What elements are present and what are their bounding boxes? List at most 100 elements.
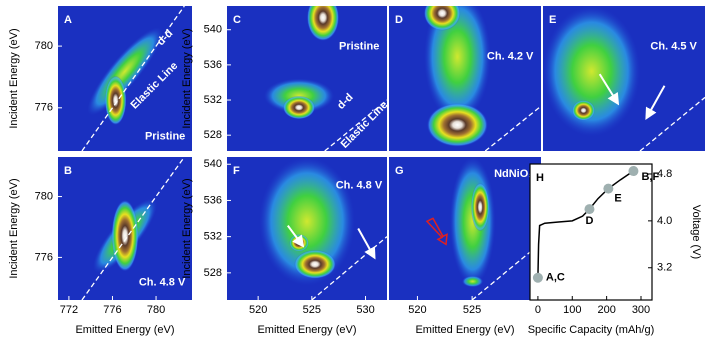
intensity-blob <box>111 199 139 272</box>
x-axis-label: Emitted Energy (eV) <box>415 324 514 336</box>
y-tick-label: 780 <box>35 40 53 52</box>
annotation: Pristine <box>145 130 185 142</box>
x-tick-label: 776 <box>103 304 121 316</box>
state-point <box>532 272 543 283</box>
x-tick-label: 525 <box>303 304 321 316</box>
elastic-line <box>81 157 185 300</box>
intensity-blob <box>427 103 488 147</box>
panel-label: H <box>536 172 544 184</box>
x-tick-label: 772 <box>60 304 78 316</box>
y-axis-label: Incident Energy (eV) <box>181 28 193 128</box>
intensity-blob <box>461 275 484 288</box>
y-tick-label: 4.8 <box>657 168 672 180</box>
intensity-blob <box>289 234 309 252</box>
annotation: Ch. 4.8 V <box>139 277 186 289</box>
arrow <box>357 228 376 260</box>
x-tick-label: 200 <box>597 304 615 316</box>
y-tick-label: 528 <box>204 129 222 141</box>
panel-label: D <box>395 14 403 26</box>
panel: Ch. 4.5 V E <box>543 6 705 151</box>
intensity-blob <box>471 182 490 232</box>
map <box>58 6 192 151</box>
y-tick-label: 536 <box>204 194 222 206</box>
y-axis-label: Voltage (V) <box>690 205 702 259</box>
intensity-blob <box>572 100 595 121</box>
elastic-line <box>639 96 705 151</box>
state-point <box>603 183 614 194</box>
panel-label: B <box>64 165 72 177</box>
point-label: B,F <box>641 171 659 183</box>
panel-label: E <box>549 14 556 26</box>
x-tick-label: 530 <box>356 304 374 316</box>
panel: Ch. 4.8 V F 520 525 530 528 532 536 540 Emitted E… <box>181 157 387 336</box>
intensity-blob <box>283 95 315 120</box>
point-label: E <box>614 193 621 205</box>
y-tick-label: 776 <box>35 251 53 263</box>
y-tick-label: 528 <box>204 267 222 279</box>
map-background <box>227 6 387 151</box>
y-tick-label: 780 <box>35 190 53 202</box>
y-tick-label: 536 <box>204 59 222 71</box>
intensity-blob <box>259 157 355 286</box>
arrow <box>598 73 620 106</box>
plot-frame <box>529 163 653 301</box>
panel-label: F <box>233 165 240 177</box>
x-tick-label: 520 <box>408 304 426 316</box>
intensity-blob <box>104 75 127 125</box>
x-axis-label: Emitted Energy (eV) <box>75 324 174 336</box>
panel: NdNiO₃ G 520 525 Emitted Energy (eV) <box>389 157 541 336</box>
panel-label: A <box>64 14 72 26</box>
map <box>227 157 387 300</box>
y-tick-label: 776 <box>35 102 53 114</box>
y-tick-label: 3.2 <box>657 262 672 274</box>
intensity-blob <box>449 157 496 286</box>
x-tick-label: 300 <box>632 304 650 316</box>
arrow <box>645 85 666 120</box>
map <box>58 157 192 300</box>
x-tick-label: 520 <box>249 304 267 316</box>
y-tick-label: 540 <box>204 24 222 36</box>
map <box>389 6 541 151</box>
point-label: D <box>585 215 593 227</box>
y-axis-label: Incident Energy (eV) <box>181 178 193 278</box>
state-point <box>584 204 595 215</box>
arrow <box>286 225 305 248</box>
annotation: Ch. 4.2 V <box>487 51 534 63</box>
annotation: Ch. 4.5 V <box>650 41 697 53</box>
x-tick-label: 100 <box>563 304 581 316</box>
map <box>227 6 387 151</box>
y-tick-label: 540 <box>204 158 222 170</box>
intensity-blob <box>307 6 339 41</box>
red-arrow <box>425 217 448 246</box>
elastic-line <box>324 99 387 151</box>
y-tick-label: 532 <box>204 94 222 106</box>
point-label: A,C <box>546 272 565 284</box>
elastic-line <box>484 105 541 151</box>
y-axis-label: Incident Energy (eV) <box>8 28 20 128</box>
intensity-blob <box>423 6 491 122</box>
panel: Ch. 4.8 V B 772 776 780 776 780 Emitted Energy … <box>8 157 192 336</box>
intensity-blob <box>423 6 461 31</box>
map <box>543 6 705 151</box>
state-point <box>628 166 639 177</box>
annotation: NdNiO₃ <box>494 168 533 180</box>
x-tick-label: 780 <box>147 304 165 316</box>
annotation: Ch. 4.8 V <box>336 180 383 192</box>
x-tick-label: 0 <box>535 304 541 316</box>
y-axis-label: Incident Energy (eV) <box>8 178 20 278</box>
intensity-blob <box>294 249 336 279</box>
map <box>389 157 541 300</box>
x-axis-label: Specific Capacity (mAh/g) <box>528 324 655 336</box>
x-axis-label: Emitted Energy (eV) <box>257 324 356 336</box>
x-tick-label: 525 <box>463 304 481 316</box>
panel: Ch. 4.2 V D <box>389 6 541 151</box>
panel-label: C <box>233 14 241 26</box>
y-tick-label: 532 <box>204 231 222 243</box>
y-tick-label: 4.0 <box>657 215 672 227</box>
panel: A,C D E B,F H 0 100 200 300 3.2 4.0 4.8 Specific Cap… <box>528 163 702 336</box>
panel-label: G <box>395 165 404 177</box>
annotation: Pristine <box>339 41 379 53</box>
